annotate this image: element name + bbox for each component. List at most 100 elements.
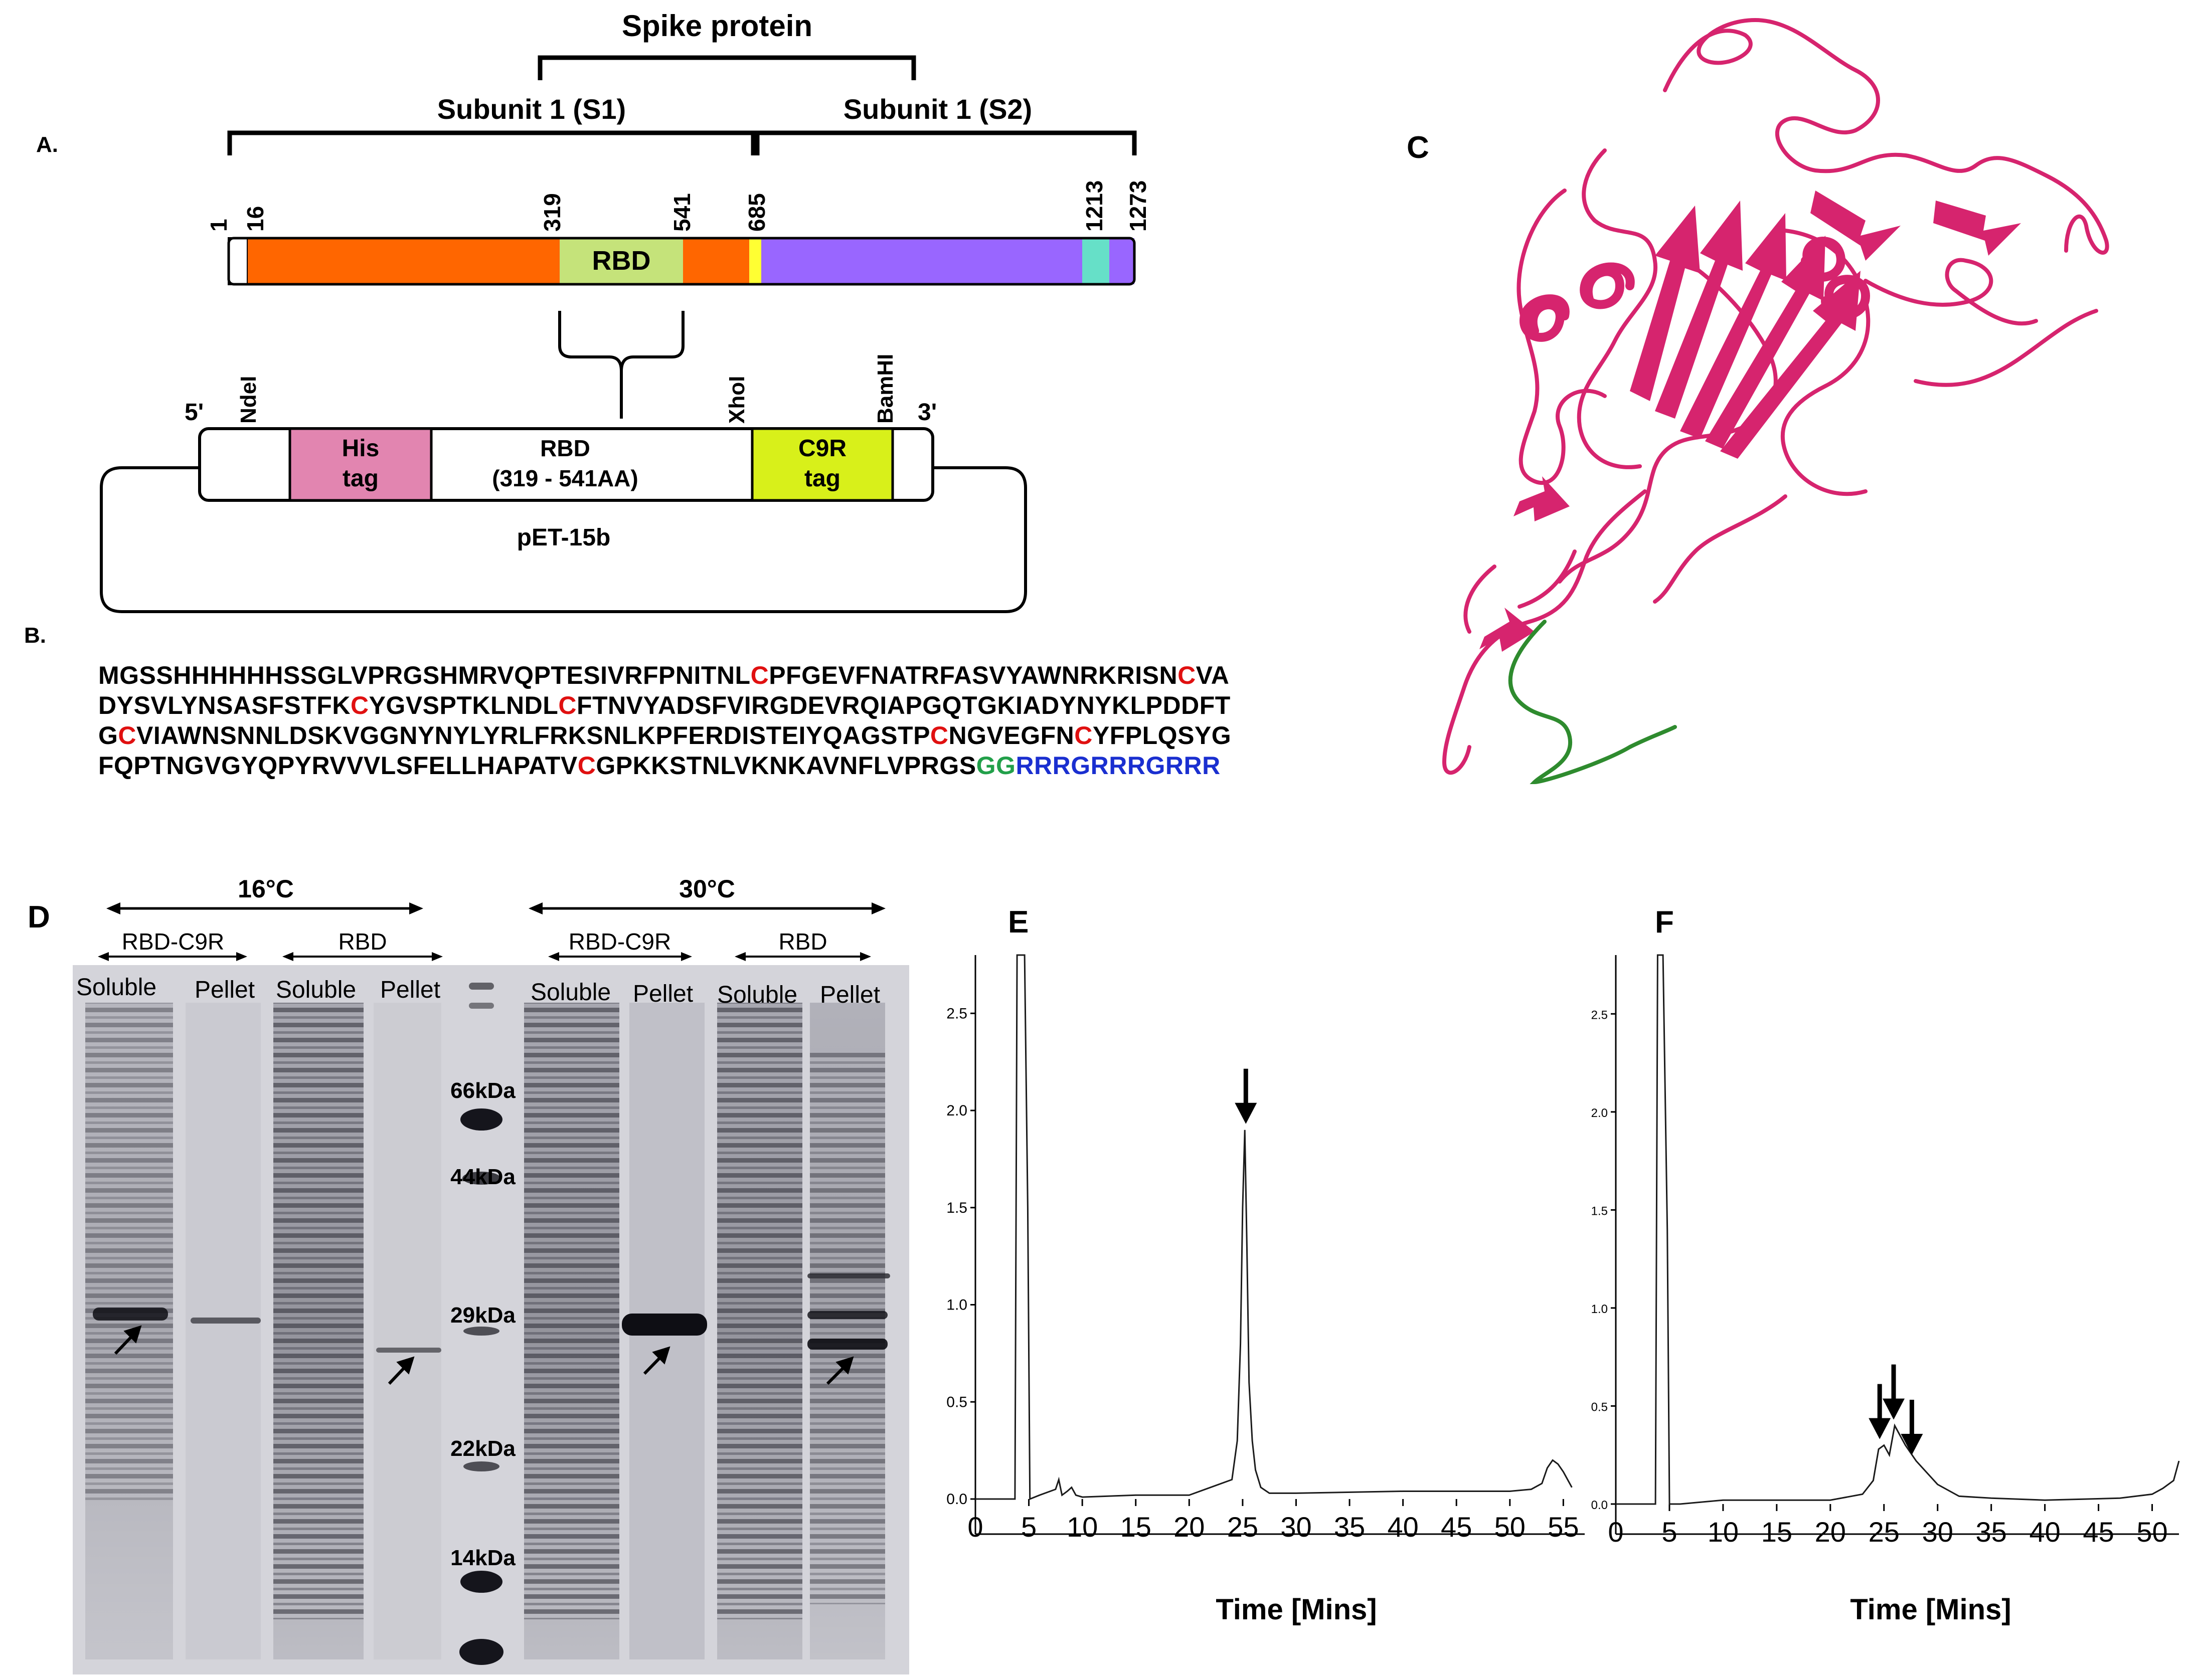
pos-1273: 1273	[1125, 180, 1151, 232]
cysteine-residue: C	[930, 721, 949, 750]
s1-bracket	[227, 130, 756, 155]
lane-label-soluble-2: Soluble	[276, 977, 356, 1003]
sequence-line: MGSSHHHHHHSSGLVPRGSHMRVQPTESIVRFPNITNLCP…	[98, 661, 1229, 690]
domain-bar-outline	[227, 237, 1136, 286]
y-tick-label: 0.0	[946, 1491, 967, 1508]
lane-label-pellet-1: Pellet	[195, 977, 255, 1003]
x-tick-label: 30	[1922, 1516, 1953, 1548]
arrow-head	[106, 902, 120, 914]
y-tick-label: 2.0	[946, 1102, 967, 1119]
c9r-tag-label-1: C9R	[798, 435, 847, 462]
arrow-head	[860, 952, 871, 961]
e-x-ticks: 0 5 10 15 20 25 30 35 40 45 50 55	[967, 1499, 1579, 1543]
marker-label-44: 44kDa	[450, 1165, 516, 1189]
x-tick-label: 50	[2136, 1516, 2167, 1548]
panel-e: E 0.0 0.5 1.0 1.5 2.0 2.5 0 5 10 15 20 25 30 35 40 45 5…	[946, 905, 1585, 1626]
protein-ribbon	[1442, 18, 2109, 775]
c9r-tag-tail	[1508, 620, 1677, 785]
lane-label-soluble-1: Soluble	[76, 974, 156, 1001]
x-tick-label: 40	[1387, 1511, 1418, 1543]
sequence-line: GCVIAWNSNNLDSKVGGNYNYLYRLFRKSNLKPFERDIST…	[98, 721, 1231, 750]
x-tick-label: 25	[1227, 1511, 1258, 1543]
marker-label-29: 29kDa	[450, 1303, 516, 1328]
x-tick-label: 35	[1334, 1511, 1365, 1543]
his-tag-label-1: His	[342, 435, 380, 462]
lane-label-pellet-3: Pellet	[633, 981, 693, 1007]
cysteine-residue: C	[1177, 661, 1196, 689]
band-arrows	[114, 1325, 854, 1385]
vector-outline	[100, 466, 1027, 613]
panel-label-f: F	[1655, 905, 1674, 940]
sequence-segment: G	[98, 721, 118, 750]
x-tick-label: 5	[1661, 1516, 1677, 1548]
domain-rbd	[560, 238, 683, 284]
x-tick-label: 30	[1280, 1511, 1311, 1543]
y-tick-label: 2.5	[1591, 1008, 1608, 1022]
panel-label-b: B.	[24, 623, 46, 648]
panel-d: D 16°C 30°C RBD-C9R RBD RBD-C9R RBD	[28, 875, 909, 1674]
five-prime-label: 5'	[185, 399, 204, 426]
y-tick-label: 2.5	[946, 1005, 967, 1022]
x-tick-label: 0	[1608, 1516, 1623, 1548]
x-tick-label: 20	[1815, 1516, 1846, 1548]
sequence-segment: FTNVYADSFVIRGDEVRQIAPGQTGKIADYNYKLPDDFT	[576, 691, 1231, 719]
y-tick-label: 0.0	[1591, 1499, 1608, 1512]
sequence-line: FQPTNGVGYQPYRVVVLSFELLHAPATVCGPKKSTNLVKN…	[98, 751, 1221, 780]
arrow-head	[872, 902, 886, 914]
panel-f: F 0.0 0.5 1.0 1.5 2.0 2.5 0 5 10 15 20 25 30 35 40 45 5…	[1591, 905, 2180, 1626]
group-label-rbd-30: RBD	[778, 928, 827, 955]
panel-label-d: D	[28, 900, 50, 935]
pos-685: 685	[744, 193, 770, 232]
s1-label: Subunit 1 (S1)	[437, 93, 626, 125]
marker-band-66	[460, 1108, 502, 1131]
x-tick-label: 35	[1976, 1516, 2007, 1548]
rbd-label: RBD	[592, 246, 651, 276]
marker-label-22: 22kDa	[450, 1436, 516, 1461]
arrow-head	[432, 952, 443, 961]
temp-16-label: 16°C	[238, 875, 294, 903]
x-tick-label: 45	[2083, 1516, 2114, 1548]
domain-s1-tail	[683, 238, 749, 284]
arrow-head	[282, 952, 293, 961]
x-tick-label: 40	[2029, 1516, 2060, 1548]
beta-sheet	[1479, 191, 2021, 652]
c9r-tag-label-2: tag	[804, 465, 840, 492]
sequence-segment: GPKKSTNLVKNKAVNFLVPRGS	[596, 752, 976, 780]
sequence-segment: DYSVLYNSASFSTFK	[98, 691, 351, 719]
arrow-head	[548, 952, 559, 961]
s2-bracket	[755, 130, 1137, 155]
sequence-segment: NGVEGFN	[948, 721, 1075, 750]
e-y-ticks: 0.0 0.5 1.0 1.5 2.0 2.5	[946, 1005, 975, 1508]
temp-30-label: 30°C	[679, 875, 735, 903]
x-tick-label: 10	[1708, 1516, 1739, 1548]
y-tick-label: 2.0	[1591, 1106, 1608, 1120]
pos-1: 1	[206, 219, 232, 232]
x-tick-label: 25	[1869, 1516, 1900, 1548]
spike-title: Spike protein	[622, 9, 812, 43]
y-tick-label: 0.5	[1591, 1400, 1608, 1414]
x-tick-label: 20	[1173, 1511, 1205, 1543]
lane-label-soluble-3: Soluble	[531, 979, 611, 1006]
sequence-segment: VA	[1196, 661, 1230, 689]
f-trace	[1616, 954, 2180, 1505]
y-tick-label: 1.5	[946, 1200, 967, 1216]
cysteine-residue: C	[750, 661, 769, 689]
peak-arrow-head	[1883, 1398, 1905, 1420]
lane-label-soluble-4: Soluble	[717, 982, 797, 1008]
marker-lane	[459, 983, 503, 1665]
pos-541: 541	[669, 193, 695, 232]
panel-c: C	[1407, 18, 2109, 785]
panel-a: A. Spike protein Subunit 1 (S1) Subunit …	[36, 9, 1151, 613]
panel-label-e: E	[1008, 905, 1029, 940]
insert-rbd-label-1: RBD	[540, 435, 590, 461]
helix-coils	[1520, 237, 1871, 342]
f-y-ticks: 0.0 0.5 1.0 1.5 2.0 2.5	[1591, 1008, 1616, 1512]
pos-1213: 1213	[1081, 180, 1107, 232]
arrow-head	[98, 952, 109, 961]
domain-ct	[1109, 238, 1134, 284]
arrow-head	[529, 902, 543, 914]
spike-bracket	[538, 55, 916, 80]
sequence-segment: YFPLQSYG	[1092, 721, 1232, 750]
y-tick-label: 1.0	[946, 1297, 967, 1314]
